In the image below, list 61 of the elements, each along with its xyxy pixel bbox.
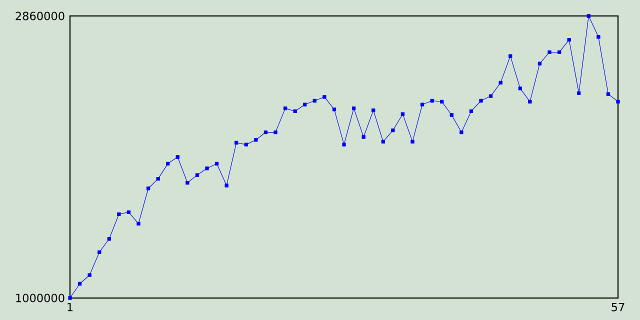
point [234,140,238,145]
point [460,130,464,134]
point [98,250,102,254]
point [410,140,414,144]
point [78,282,82,286]
point [224,184,228,188]
point [391,128,395,132]
point [126,210,131,214]
point [254,138,258,142]
point [518,86,522,90]
point [362,135,366,139]
point [567,38,571,42]
point [214,162,219,166]
point [195,173,200,177]
point [303,102,307,106]
point [264,130,268,134]
point [274,130,278,134]
point [528,100,532,104]
point [176,155,180,159]
point [577,91,581,95]
point [107,237,111,241]
point [332,108,336,112]
point [156,177,160,181]
point [596,35,600,39]
point [538,62,542,66]
point [312,98,316,103]
point [283,106,288,110]
point [205,166,209,170]
point [430,98,434,103]
point [450,113,454,117]
point [586,14,590,18]
point [498,80,502,85]
point [68,296,72,300]
point [136,222,140,226]
point [186,180,190,185]
point [244,142,248,146]
point [117,212,121,216]
point [293,109,297,114]
point [146,186,150,190]
point [420,102,424,106]
x-tick-label: 57 [612,302,624,312]
x-tick-label: 1 [68,302,73,312]
point [166,162,170,166]
point [342,142,346,146]
point [508,54,512,58]
point [479,98,483,103]
point [88,273,92,277]
point [616,100,620,104]
y-tick-label: 1000000 [16,294,64,302]
point [557,50,562,54]
point [440,100,444,104]
point [352,106,356,110]
point [381,140,385,144]
point [469,109,474,114]
point [400,112,405,116]
point [372,108,376,112]
y-tick-label: 2860000 [16,12,64,20]
point [322,95,326,99]
point [548,50,552,54]
point [488,94,493,98]
point [606,92,610,96]
